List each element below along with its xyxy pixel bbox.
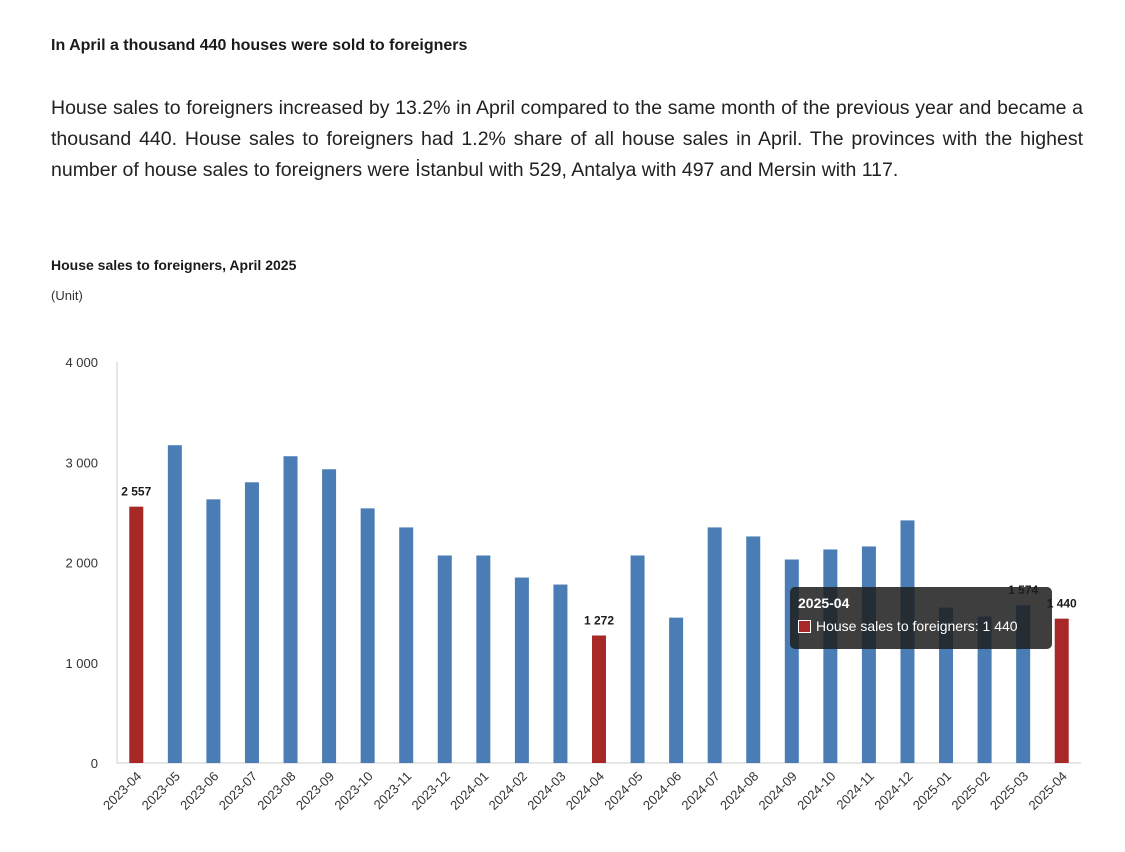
x-tick-label: 2023-07	[216, 769, 260, 813]
x-tick-label: 2025-01	[910, 769, 954, 813]
bar-2024-10	[823, 549, 838, 763]
bar-2023-11	[399, 527, 414, 763]
bar-2024-05	[630, 555, 645, 763]
bar-2024-03	[553, 584, 568, 763]
bar-2024-08	[746, 536, 761, 763]
tooltip-label: House sales to foreigners: 1 440	[816, 618, 1018, 634]
x-tick-label: 2024-05	[601, 769, 645, 813]
bar-2025-04	[1054, 618, 1069, 763]
bar-2024-02	[514, 577, 529, 763]
tooltip-row: House sales to foreigners: 1 440	[798, 618, 1044, 634]
x-tick-label: 2024-10	[794, 769, 838, 813]
bar-2023-06	[206, 499, 221, 763]
y-tick-label: 0	[91, 756, 98, 771]
x-tick-label: 2023-12	[409, 769, 453, 813]
y-tick-label: 3 000	[65, 455, 98, 470]
tooltip-swatch-icon	[798, 619, 811, 633]
x-tick-label: 2023-08	[254, 769, 298, 813]
x-tick-label: 2023-04	[100, 769, 144, 813]
y-tick-label: 1 000	[65, 656, 98, 671]
bar-2024-04	[592, 635, 606, 763]
bar-2023-07	[244, 482, 259, 763]
x-tick-label: 2023-09	[293, 769, 337, 813]
x-tick-label: 2024-08	[717, 769, 761, 813]
x-tick-label: 2024-07	[678, 769, 722, 813]
x-tick-label: 2024-06	[640, 769, 684, 813]
chart-tooltip: 2025-04 House sales to foreigners: 1 440	[790, 587, 1052, 649]
x-tick-label: 2024-01	[447, 769, 491, 813]
x-tick-label: 2023-06	[177, 769, 221, 813]
bar-2023-10	[360, 508, 375, 763]
data-label: 1 440	[1047, 597, 1077, 611]
chart-unit-label: (Unit)	[51, 288, 83, 303]
bar-2025-02	[977, 616, 992, 763]
data-label: 2 557	[121, 485, 151, 499]
x-tick-label: 2024-09	[756, 769, 800, 813]
data-label: 1 272	[584, 613, 614, 627]
bar-2023-08	[283, 456, 298, 763]
x-tick-label: 2024-11	[833, 769, 877, 813]
x-tick-label: 2024-12	[871, 769, 915, 813]
x-tick-label: 2024-02	[486, 769, 530, 813]
x-tick-label: 2023-10	[331, 769, 375, 813]
tooltip-title: 2025-04	[798, 595, 850, 611]
x-tick-label: 2023-05	[139, 769, 183, 813]
bar-2023-05	[167, 445, 182, 763]
bar-2023-09	[322, 469, 337, 763]
x-tick-label: 2024-03	[524, 769, 568, 813]
bar-2024-11	[861, 546, 876, 763]
bar-2023-04	[129, 506, 144, 763]
x-tick-label: 2023-11	[371, 769, 415, 813]
bar-2024-07	[707, 527, 722, 763]
x-tick-label: 2024-04	[563, 769, 607, 813]
body-paragraph: House sales to foreigners increased by 1…	[51, 97, 1083, 181]
y-tick-label: 4 000	[65, 355, 98, 370]
chart-title: House sales to foreigners, April 2025	[51, 257, 297, 273]
bar-2024-06	[669, 617, 684, 763]
x-tick-label: 2025-04	[1025, 769, 1069, 813]
x-tick-label: 2025-03	[987, 769, 1031, 813]
y-tick-label: 2 000	[65, 556, 98, 571]
headline: In April a thousand 440 houses were sold…	[51, 37, 468, 54]
bar-2024-01	[476, 555, 491, 763]
x-tick-label: 2025-02	[948, 769, 992, 813]
bar-2023-12	[437, 555, 452, 763]
